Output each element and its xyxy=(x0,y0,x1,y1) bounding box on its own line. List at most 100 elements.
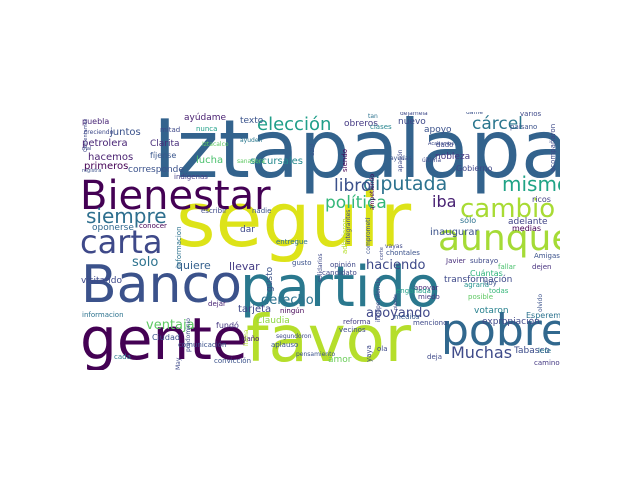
word-yaya: llama xyxy=(243,329,250,346)
word-ayuden: varios xyxy=(520,112,542,118)
word-miedo: miedo xyxy=(418,293,440,301)
word-azul: predominio xyxy=(185,318,192,352)
word-nadie: comunicación xyxy=(178,341,227,349)
word-petrolera: petrolera xyxy=(82,138,128,149)
word-visitando: visitando xyxy=(81,276,122,286)
word-pensamiento: mal xyxy=(82,146,92,152)
word-ayudame: ayúdame xyxy=(184,113,227,123)
word-informacion: informacion xyxy=(175,226,183,268)
word-aplauso: aplauso xyxy=(271,341,299,349)
word-ampetiendo: olvido xyxy=(537,293,544,312)
word-dado: ayudas xyxy=(390,155,412,162)
word-subrayo: subrayo xyxy=(470,257,499,265)
word-muchas: Muchas xyxy=(451,343,513,362)
word-nobleza: nobleza xyxy=(435,152,471,162)
word-varios: dado xyxy=(436,141,454,149)
word-cuantas: Cuántas xyxy=(470,269,503,278)
word-haciendo: haciendo xyxy=(366,258,426,273)
word-gente: gente xyxy=(80,305,248,370)
word-votaron: votaron xyxy=(474,306,509,316)
word-siendo: May xyxy=(175,357,182,370)
word-acompanaron: solidarios xyxy=(317,253,324,282)
word-javier: Javier xyxy=(446,257,466,265)
word-solo2: sólo xyxy=(460,216,477,225)
word-todas: todas xyxy=(489,287,509,295)
word-cada: gusto xyxy=(292,259,312,267)
word-dejamela: clases xyxy=(370,123,392,131)
word-libro: libro xyxy=(334,176,372,196)
word-dar: dar xyxy=(240,225,255,235)
word-carcel: cárcel xyxy=(472,114,523,134)
word-cloud: Iztapalapa seguir Banco partido gente fa… xyxy=(80,112,560,370)
word-ventaja: ventaja xyxy=(146,318,195,333)
word-iba: iba xyxy=(432,192,457,211)
word-siempre: siempre xyxy=(86,204,167,228)
word-candidato: candidato xyxy=(322,269,357,277)
word-agraria: agraria xyxy=(464,281,490,289)
word-vayas: dejamela xyxy=(400,112,428,117)
word-olvido: azul xyxy=(309,143,316,156)
word-quiere: quiere xyxy=(176,259,211,272)
word-solidarios: siendo xyxy=(341,148,349,172)
word-segundoron: registra xyxy=(82,168,102,174)
word-lefe: lefe xyxy=(538,347,552,355)
word-ola: ola xyxy=(377,345,388,353)
word-seguir: seguir xyxy=(176,175,412,264)
word-nuevo: mitad xyxy=(160,126,181,134)
word-gusto: gusto xyxy=(265,266,275,292)
word-inaugurar: inaugurar xyxy=(430,227,479,238)
word-mal: ayuden xyxy=(240,137,263,144)
word-reforma: reforma xyxy=(343,318,371,326)
word-ayudas: vayas xyxy=(385,243,403,250)
word-hacemos: hacemos xyxy=(88,152,134,163)
word-ricos: ricos xyxy=(532,195,551,204)
word-mitad: Iztacalco xyxy=(202,141,229,148)
word-eleccion: elección xyxy=(257,114,332,135)
word-sorito: Comentamos xyxy=(83,118,89,152)
word-llevar: llevar xyxy=(229,260,260,273)
word-entregue: entregue xyxy=(276,238,308,246)
word-conviccion: informacion xyxy=(82,311,124,319)
word-diputada: diputada xyxy=(363,173,448,195)
word-adhirieron: segundoron xyxy=(276,333,312,340)
word-iztacalco: nadie xyxy=(252,207,272,215)
word-derecho: derecho xyxy=(261,293,314,308)
word-dejar: dejar xyxy=(208,300,226,308)
word-medias: medias xyxy=(512,224,542,233)
word-lucha: lucha xyxy=(196,155,224,166)
word-amigas: Amigas xyxy=(534,252,560,260)
word-llama: pensamiento xyxy=(296,351,336,358)
word-registra: creciendo xyxy=(84,129,114,136)
word-mismo: mismo xyxy=(502,172,560,196)
word-amor: amor xyxy=(328,355,352,365)
word-tarjeta: tarjeta xyxy=(238,304,272,315)
word-camino: camino xyxy=(534,359,560,367)
word-posible: posible xyxy=(468,293,494,301)
word-expropiacion: expropiación xyxy=(482,317,540,327)
word-nunca: sanadora xyxy=(237,158,265,165)
word-politica: política xyxy=(325,193,387,213)
word-cambio: cambio xyxy=(460,194,556,224)
word-adelante: adelante xyxy=(508,217,548,227)
word-ningun: chontales xyxy=(386,249,420,257)
word-carta: carta xyxy=(80,223,163,261)
word-gobierno: Gobierno xyxy=(456,164,493,173)
word-pierde: apagón xyxy=(397,149,404,172)
word-menciono: menciono xyxy=(413,319,448,327)
word-bienestar: Bienestar xyxy=(80,173,271,219)
word-fijense: fíjense xyxy=(150,151,177,160)
word-transformacion: transformación xyxy=(444,275,513,285)
word-tabasco: Tabasco xyxy=(514,346,550,356)
word-ultima: ningún xyxy=(280,307,305,315)
word-apoyando: apoyando xyxy=(366,306,431,321)
word-tan: apoyo xyxy=(424,125,452,135)
word-sucursales: sucursales xyxy=(250,156,303,167)
word-apaga: pierde xyxy=(393,294,399,310)
word-sanadora: escribir xyxy=(201,207,227,215)
word-corresponde: corresponde xyxy=(128,165,184,175)
word-ciudad: Ciudad xyxy=(152,333,180,342)
word-dejen: dejen xyxy=(532,263,552,271)
word-puebla: puebla xyxy=(82,117,110,126)
word-comunicacion: indígenas xyxy=(174,173,208,181)
word-integrantes: acompañaron xyxy=(549,123,557,172)
